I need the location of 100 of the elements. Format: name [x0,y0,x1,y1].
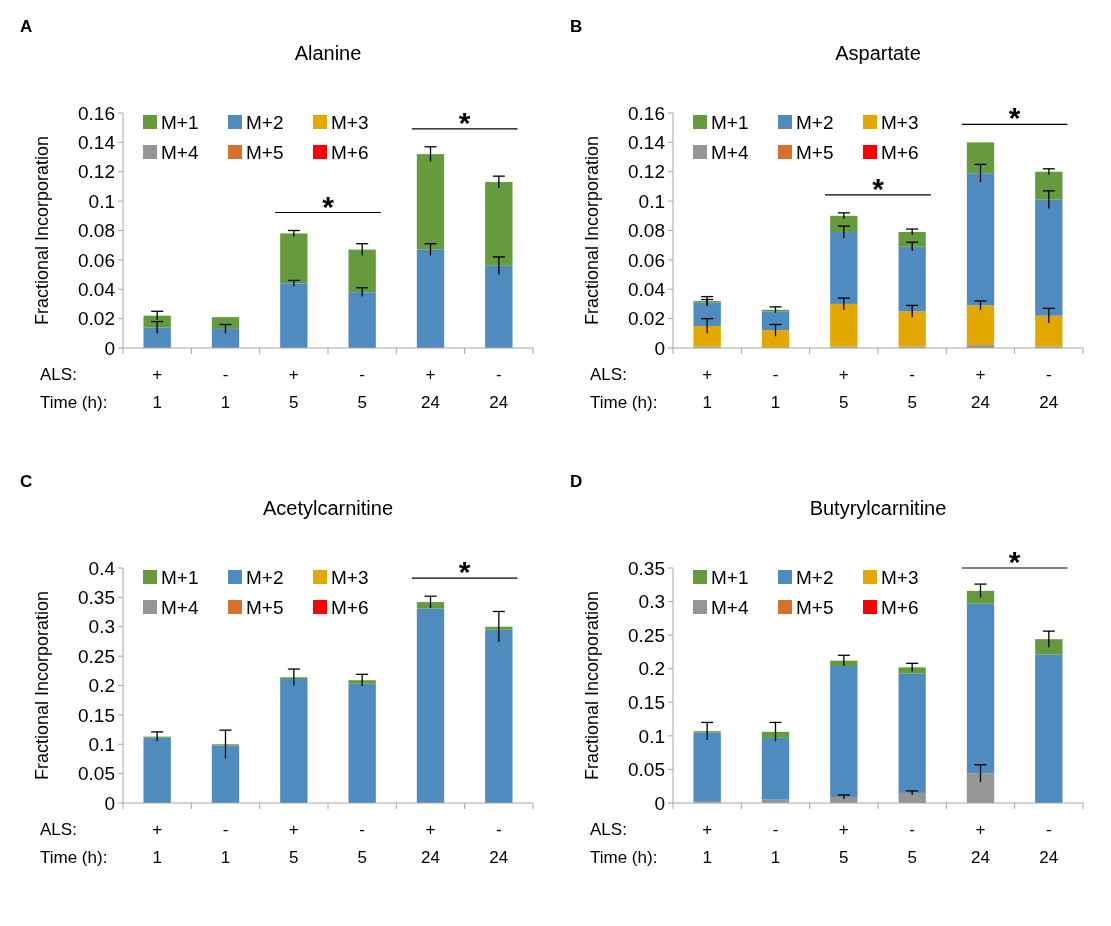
chart-title: Aspartate [835,42,921,64]
x-tick-label: - 5 [907,365,917,412]
legend-label: M+5 [246,596,284,618]
chart-title: Alanine [294,42,362,64]
y-tick-label: 0.05 [628,759,665,781]
legend-label: M+2 [796,111,834,133]
text: ALS: [40,365,77,384]
legend-label: M+4 [161,141,199,163]
text: A [20,17,33,36]
y-tick-label: 0.1 [638,725,665,747]
x-tick-label: - 5 [357,365,367,412]
y-tick-label: 0.3 [88,616,115,638]
legend-label: M+4 [711,141,749,163]
y-tick-label: 0.15 [628,691,665,713]
annotation: * [458,105,471,139]
x-tick-label: - 5 [907,820,917,867]
x-tick-label: + 1 [152,365,163,412]
x-tick-label: - 24 [1039,365,1059,412]
x-tick-label: + 1 [702,365,713,412]
y-tick-label: 0.04 [628,278,666,300]
y-tick-label: 0.08 [628,220,665,242]
text: C [20,472,33,491]
y-tick-label: 0.16 [78,102,115,124]
annotation: * [322,189,335,223]
y-tick-label: 0.3 [638,591,665,613]
y-tick-label: 0 [654,792,665,814]
x-tick-label: + 1 [152,820,163,867]
y-tick-label: 0.12 [628,161,665,183]
y-tick-label: 0.4 [88,557,116,579]
text: D [570,472,583,491]
y-tick-label: 0.25 [78,645,115,667]
y-axis-title: Fractional Incorporation [32,590,52,781]
legend-label: M+3 [881,111,919,133]
text: Time (h): [590,848,658,867]
x-tick-label: - 1 [770,365,781,412]
legend-label: M+2 [246,111,284,133]
x-tick-label: + 5 [288,820,299,867]
legend-label: M+6 [881,141,919,163]
y-tick-label: 0.08 [78,220,115,242]
x-tick-label: - 24 [1039,820,1059,867]
x-tick-label: + 24 [421,365,440,412]
y-tick-label: 0.35 [78,587,115,609]
legend-label: M+3 [331,111,369,133]
text: ALS: [590,820,627,839]
y-tick-label: 0.02 [628,308,665,330]
y-tick-label: 0.1 [638,190,665,212]
legend-label: M+1 [711,111,749,133]
y-tick-label: 0.06 [78,249,115,271]
x-tick-label: + 24 [971,365,990,412]
y-tick-label: 0.14 [628,132,666,154]
y-tick-label: 0.35 [628,557,665,579]
text: ALS: [590,365,627,384]
y-tick-label: 0.06 [628,249,665,271]
x-tick-label: - 1 [220,365,231,412]
x-tick-label: - 5 [357,820,367,867]
text: Time (h): [40,848,108,867]
y-axis-title: Fractional Incorporation [32,135,52,326]
y-tick-label: 0.14 [78,132,116,154]
annotation: * [1008,101,1021,135]
x-tick-label: + 5 [838,820,849,867]
y-tick-label: 0.05 [78,763,115,785]
y-tick-label: 0.15 [78,704,115,726]
y-tick-label: 0.25 [628,624,665,646]
y-tick-label: 0.12 [78,161,115,183]
x-tick-label: - 1 [220,820,231,867]
annotation: * [1008,545,1021,578]
legend-label: M+4 [161,596,199,618]
x-tick-label: - 24 [489,365,509,412]
text: ALS: [40,820,77,839]
legend-label: M+3 [331,566,369,588]
y-tick-label: 0.1 [88,733,115,755]
y-tick-label: 0.2 [88,675,115,697]
legend-label: M+5 [796,596,834,618]
text: B [570,17,583,36]
text: Time (h): [40,393,108,412]
chart-title: Acetylcarnitine [262,497,394,519]
legend-label: M+1 [711,566,749,588]
legend-label: M+5 [796,141,834,163]
annotation: * [872,171,885,205]
legend-label: M+2 [796,566,834,588]
legend-label: M+2 [246,566,284,588]
legend-label: M+1 [161,111,199,133]
y-tick-label: 0.2 [638,658,665,680]
legend-label: M+5 [246,141,284,163]
chart-title: Butyrylcarnitine [809,497,947,519]
y-axis-title: Fractional Incorporation [582,135,602,326]
text: Time (h): [590,393,658,412]
legend-label: M+1 [161,566,199,588]
y-tick-label: 0 [104,337,115,359]
annotation: * [458,555,471,589]
x-tick-label: + 5 [288,365,299,412]
legend-label: M+6 [331,141,369,163]
y-tick-label: 0.02 [78,308,115,330]
x-tick-label: - 24 [489,820,509,867]
x-tick-label: + 1 [702,820,713,867]
y-tick-label: 0 [654,337,665,359]
x-tick-label: + 24 [971,820,990,867]
legend-label: M+4 [711,596,749,618]
x-tick-label: + 24 [421,820,440,867]
legend-label: M+6 [331,596,369,618]
